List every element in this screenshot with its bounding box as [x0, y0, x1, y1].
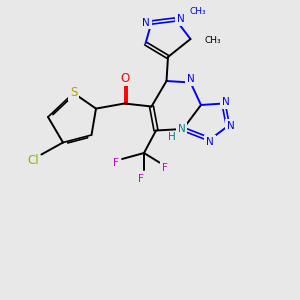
Text: N: N — [206, 137, 214, 147]
Text: O: O — [120, 71, 129, 85]
Text: H: H — [168, 132, 176, 142]
Text: CH₃: CH₃ — [205, 36, 221, 45]
Text: N: N — [178, 124, 185, 134]
Text: N: N — [187, 74, 194, 84]
Text: N: N — [142, 17, 150, 28]
Text: N: N — [177, 14, 185, 25]
Text: F: F — [112, 158, 118, 169]
Text: N: N — [222, 97, 230, 107]
Text: F: F — [138, 173, 144, 184]
Text: S: S — [70, 86, 77, 100]
Text: Cl: Cl — [27, 154, 39, 167]
Text: CH₃: CH₃ — [190, 8, 206, 16]
Text: N: N — [227, 121, 235, 131]
Text: F: F — [162, 163, 168, 173]
